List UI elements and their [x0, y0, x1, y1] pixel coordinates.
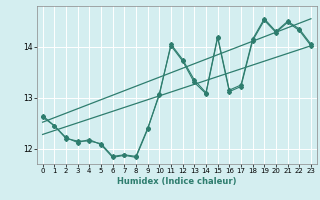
X-axis label: Humidex (Indice chaleur): Humidex (Indice chaleur): [117, 177, 236, 186]
